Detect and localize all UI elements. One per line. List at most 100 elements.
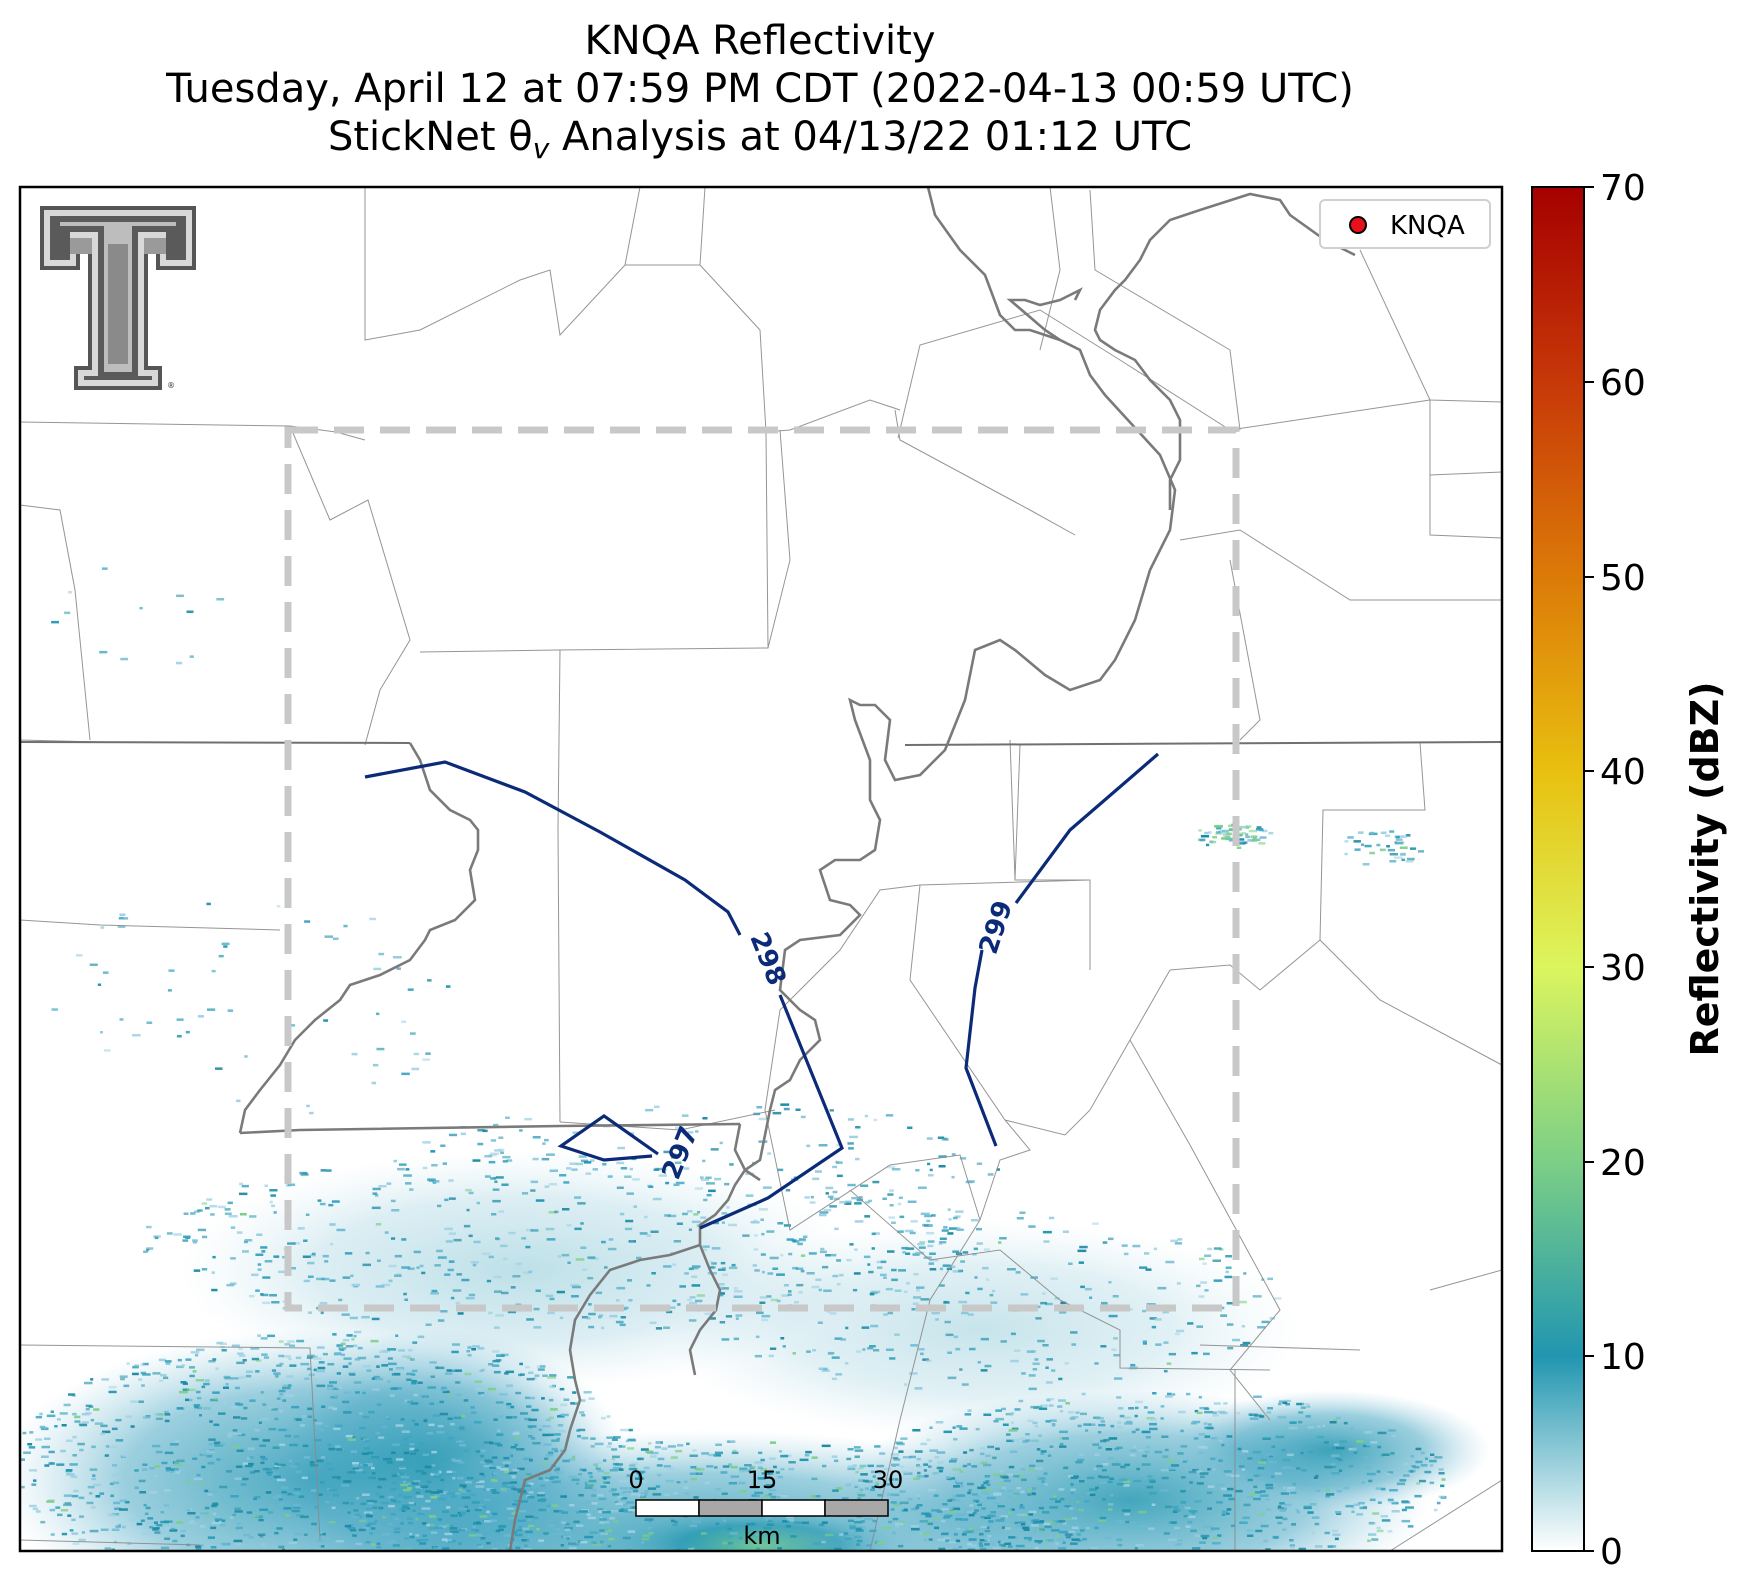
reflectivity-speckle	[722, 1465, 730, 1468]
reflectivity-speckle	[817, 1563, 823, 1566]
reflectivity-speckle	[1027, 1518, 1033, 1521]
reflectivity-speckle	[332, 1333, 337, 1336]
reflectivity-speckle	[984, 1516, 991, 1520]
reflectivity-speckle	[635, 1477, 644, 1480]
reflectivity-speckle	[688, 1571, 693, 1574]
reflectivity-speckle	[691, 1265, 701, 1268]
reflectivity-speckle	[1365, 1466, 1371, 1470]
reflectivity-speckle	[320, 1428, 325, 1432]
reflectivity-speckle	[118, 1523, 122, 1527]
reflectivity-speckle	[234, 1510, 243, 1513]
reflectivity-speckle	[531, 1565, 536, 1568]
reflectivity-speckle	[882, 1197, 887, 1200]
reflectivity-speckle	[458, 1488, 463, 1491]
reflectivity-speckle	[158, 1358, 166, 1362]
reflectivity-speckle	[279, 1559, 288, 1562]
reflectivity-speckle	[1429, 1459, 1437, 1463]
reflectivity-speckle	[810, 1585, 816, 1588]
reflectivity-speckle	[713, 1466, 718, 1469]
reflectivity-speckle	[1438, 1472, 1445, 1475]
reflectivity-speckle	[671, 1156, 676, 1159]
reflectivity-speckle	[927, 1240, 935, 1243]
reflectivity-speckle	[847, 1142, 854, 1145]
reflectivity-speckle	[368, 1463, 373, 1467]
reflectivity-speckle	[926, 1219, 931, 1223]
reflectivity-speckle	[100, 926, 105, 929]
reflectivity-speckle	[22, 1431, 27, 1435]
reflectivity-speckle	[261, 1293, 269, 1297]
reflectivity-speckle	[958, 1300, 968, 1304]
reflectivity-speckle	[334, 1445, 341, 1448]
reflectivity-speckle	[456, 1393, 462, 1396]
reflectivity-speckle	[1202, 1446, 1208, 1449]
reflectivity-speckle	[990, 1511, 996, 1514]
reflectivity-speckle	[230, 1406, 238, 1409]
reflectivity-speckle	[260, 1418, 269, 1421]
reflectivity-speckle	[1217, 1534, 1222, 1537]
reflectivity-speckle	[902, 1587, 911, 1590]
reflectivity-speckle	[1107, 1237, 1114, 1241]
reflectivity-speckle	[469, 1574, 473, 1577]
reflectivity-speckle	[376, 1403, 382, 1406]
reflectivity-speckle	[623, 1490, 632, 1494]
reflectivity-speckle	[884, 1584, 891, 1587]
reflectivity-speckle	[176, 1035, 182, 1038]
reflectivity-speckle	[521, 1237, 527, 1240]
reflectivity-speckle	[1053, 1557, 1061, 1560]
reflectivity-speckle	[527, 1496, 535, 1499]
reflectivity-speckle	[336, 1372, 341, 1375]
reflectivity-speckle	[738, 1536, 743, 1540]
reflectivity-speckle	[477, 1142, 484, 1146]
reflectivity-speckle	[542, 1142, 546, 1145]
reflectivity-speckle	[1204, 1254, 1212, 1257]
reflectivity-speckle	[442, 1390, 450, 1394]
reflectivity-speckle	[532, 1136, 541, 1139]
reflectivity-speckle	[421, 1507, 431, 1510]
reflectivity-speckle	[1145, 1436, 1151, 1439]
reflectivity-speckle	[255, 1370, 260, 1373]
reflectivity-speckle	[962, 1556, 969, 1559]
reflectivity-speckle	[358, 1560, 365, 1563]
reflectivity-speckle	[916, 1289, 920, 1292]
reflectivity-speckle	[459, 1511, 466, 1515]
reflectivity-speckle	[1348, 1465, 1354, 1468]
reflectivity-speckle	[730, 1475, 740, 1478]
reflectivity-speckle	[578, 1494, 584, 1497]
reflectivity-speckle	[887, 1250, 895, 1253]
reflectivity-speckle	[1220, 1314, 1228, 1317]
reflectivity-speckle	[1198, 1563, 1204, 1566]
reflectivity-speckle	[1077, 1539, 1082, 1542]
reflectivity-speckle	[1054, 1297, 1060, 1300]
reflectivity-speckle	[929, 1268, 937, 1271]
reflectivity-speckle	[377, 1259, 381, 1262]
reflectivity-speckle	[834, 1547, 842, 1551]
reflectivity-speckle	[502, 1575, 511, 1578]
reflectivity-speckle	[513, 1436, 521, 1439]
reflectivity-speckle	[1212, 1536, 1220, 1539]
reflectivity-speckle	[199, 1544, 204, 1547]
reflectivity-speckle	[987, 1535, 992, 1538]
reflectivity-speckle	[655, 1167, 664, 1171]
reflectivity-speckle	[141, 1532, 150, 1535]
reflectivity-speckle	[856, 1539, 863, 1543]
reflectivity-speckle	[422, 1141, 431, 1144]
reflectivity-speckle	[493, 1275, 502, 1279]
reflectivity-speckle	[416, 1266, 420, 1269]
reflectivity-speckle	[794, 1585, 800, 1588]
reflectivity-speckle	[526, 1558, 532, 1561]
reflectivity-speckle	[1196, 1325, 1203, 1328]
reflectivity-speckle	[897, 1202, 902, 1206]
reflectivity-speckle	[688, 1228, 692, 1231]
reflectivity-speckle	[85, 1408, 90, 1411]
reflectivity-speckle	[763, 1526, 772, 1530]
reflectivity-speckle	[947, 1540, 957, 1544]
reflectivity-speckle	[1262, 1437, 1271, 1440]
reflectivity-speckle	[557, 1532, 563, 1535]
reflectivity-speckle	[391, 1373, 401, 1376]
reflectivity-speckle	[125, 1415, 132, 1418]
reflectivity-speckle	[489, 1513, 493, 1517]
reflectivity-speckle	[505, 1370, 514, 1374]
reflectivity-speckle	[160, 1546, 170, 1550]
reflectivity-speckle	[56, 1418, 61, 1421]
reflectivity-speckle	[547, 1376, 556, 1379]
